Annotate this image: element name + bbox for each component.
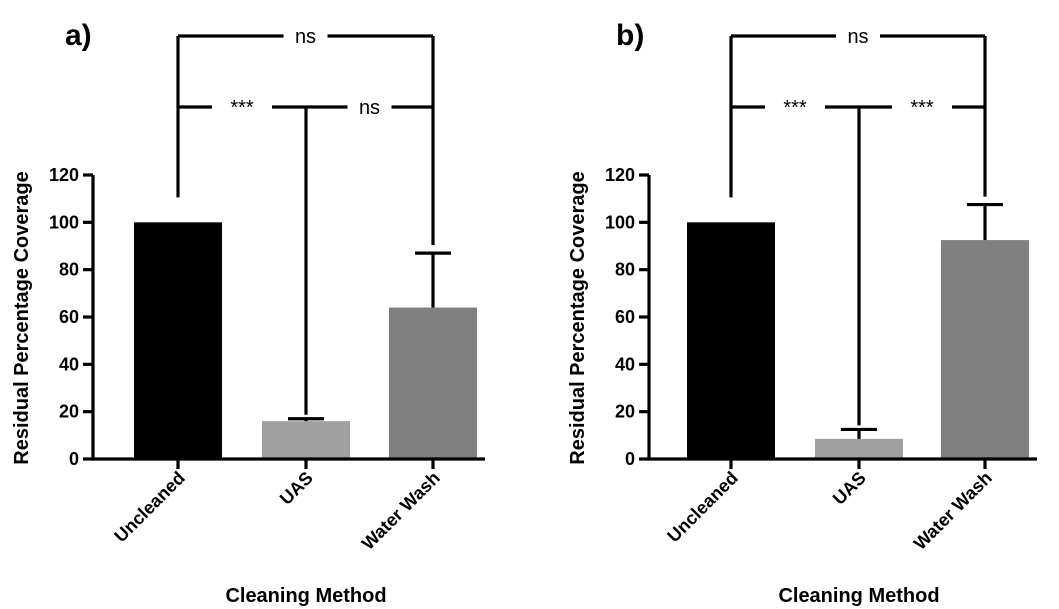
y-axis-title: Residual Percentage Coverage (567, 171, 589, 464)
bar (262, 421, 350, 459)
y-tick-label: 40 (615, 354, 635, 374)
x-tick-label: UAS (829, 468, 870, 509)
y-tick-label: 100 (605, 212, 635, 232)
significance-label: *** (230, 97, 254, 119)
bar (941, 240, 1029, 459)
significance-label: ns (847, 26, 868, 48)
x-tick-label: UAS (276, 468, 317, 509)
x-axis-title: Cleaning Method (778, 585, 939, 607)
significance-label: ns (295, 26, 316, 48)
x-tick-label: Uncleaned (663, 468, 742, 547)
y-tick-label: 100 (49, 212, 79, 232)
panel-letter: b) (616, 19, 644, 52)
bar (389, 307, 477, 459)
x-tick-label: Water Wash (910, 468, 996, 554)
y-tick-label: 80 (59, 260, 79, 280)
x-tick-label: Uncleaned (110, 468, 189, 547)
y-tick-label: 60 (59, 307, 79, 327)
y-tick-label: 0 (69, 449, 79, 469)
significance-label: ns (359, 97, 380, 119)
y-tick-label: 120 (605, 165, 635, 185)
y-tick-label: 40 (59, 354, 79, 374)
y-tick-label: 120 (49, 165, 79, 185)
y-axis-title: Residual Percentage Coverage (11, 171, 33, 464)
x-tick-label: Water Wash (358, 468, 444, 554)
bar (815, 438, 903, 459)
panel-a: a) 0 20 40 60 80 100 120 Uncleaned UAS Water Wash R… (11, 19, 485, 607)
panel-b: b) 0 20 40 60 80 100 120 Uncleaned UAS Water Wash R… (567, 19, 1037, 607)
y-tick-label: 20 (615, 402, 635, 422)
y-tick-label: 20 (59, 402, 79, 422)
y-tick-label: 80 (615, 260, 635, 280)
significance-label: *** (783, 97, 807, 119)
bar (687, 222, 775, 459)
y-tick-label: 60 (615, 307, 635, 327)
significance-label: *** (910, 97, 934, 119)
x-axis-title: Cleaning Method (225, 585, 386, 607)
bar (134, 222, 222, 459)
y-tick-label: 0 (625, 449, 635, 469)
panel-letter: a) (65, 19, 92, 52)
